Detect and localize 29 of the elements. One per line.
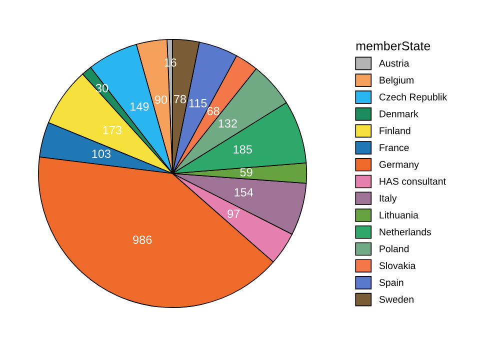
legend-label: Italy [380, 194, 397, 204]
legend-label: Sweden [379, 296, 414, 303]
data-label: 115 [189, 99, 207, 108]
data-label: 68 [207, 106, 220, 116]
data-label: 90 [154, 95, 168, 104]
legend-label: HAS consultant [380, 178, 446, 185]
legend-label: Belgium [380, 76, 414, 86]
legend-label: Denmark [380, 110, 418, 118]
data-label: 173 [103, 126, 122, 134]
legend-label: Finland [380, 127, 410, 134]
legend-label: Lithuania [380, 211, 418, 219]
legend-label: Germany [379, 161, 419, 170]
legend-label: Netherlands [380, 228, 432, 236]
data-label: 132 [218, 119, 237, 128]
data-label: 78 [174, 94, 186, 104]
data-label: 154 [234, 188, 254, 196]
data-label: 149 [130, 102, 149, 111]
legend-label: Spain [379, 278, 404, 288]
legend-label: Austria [378, 60, 410, 67]
data-label: 59 [240, 168, 252, 176]
legend-title: memberState [356, 41, 430, 50]
data-label: 185 [234, 145, 252, 154]
legend-label: Poland [380, 245, 409, 252]
legend-label: Czech Republik [379, 93, 448, 102]
legend-label: France [380, 144, 409, 152]
data-label: 986 [133, 236, 152, 244]
legend-label: Slovakia [379, 262, 416, 270]
data-label: 97 [228, 210, 240, 218]
data-label: 103 [92, 150, 111, 158]
